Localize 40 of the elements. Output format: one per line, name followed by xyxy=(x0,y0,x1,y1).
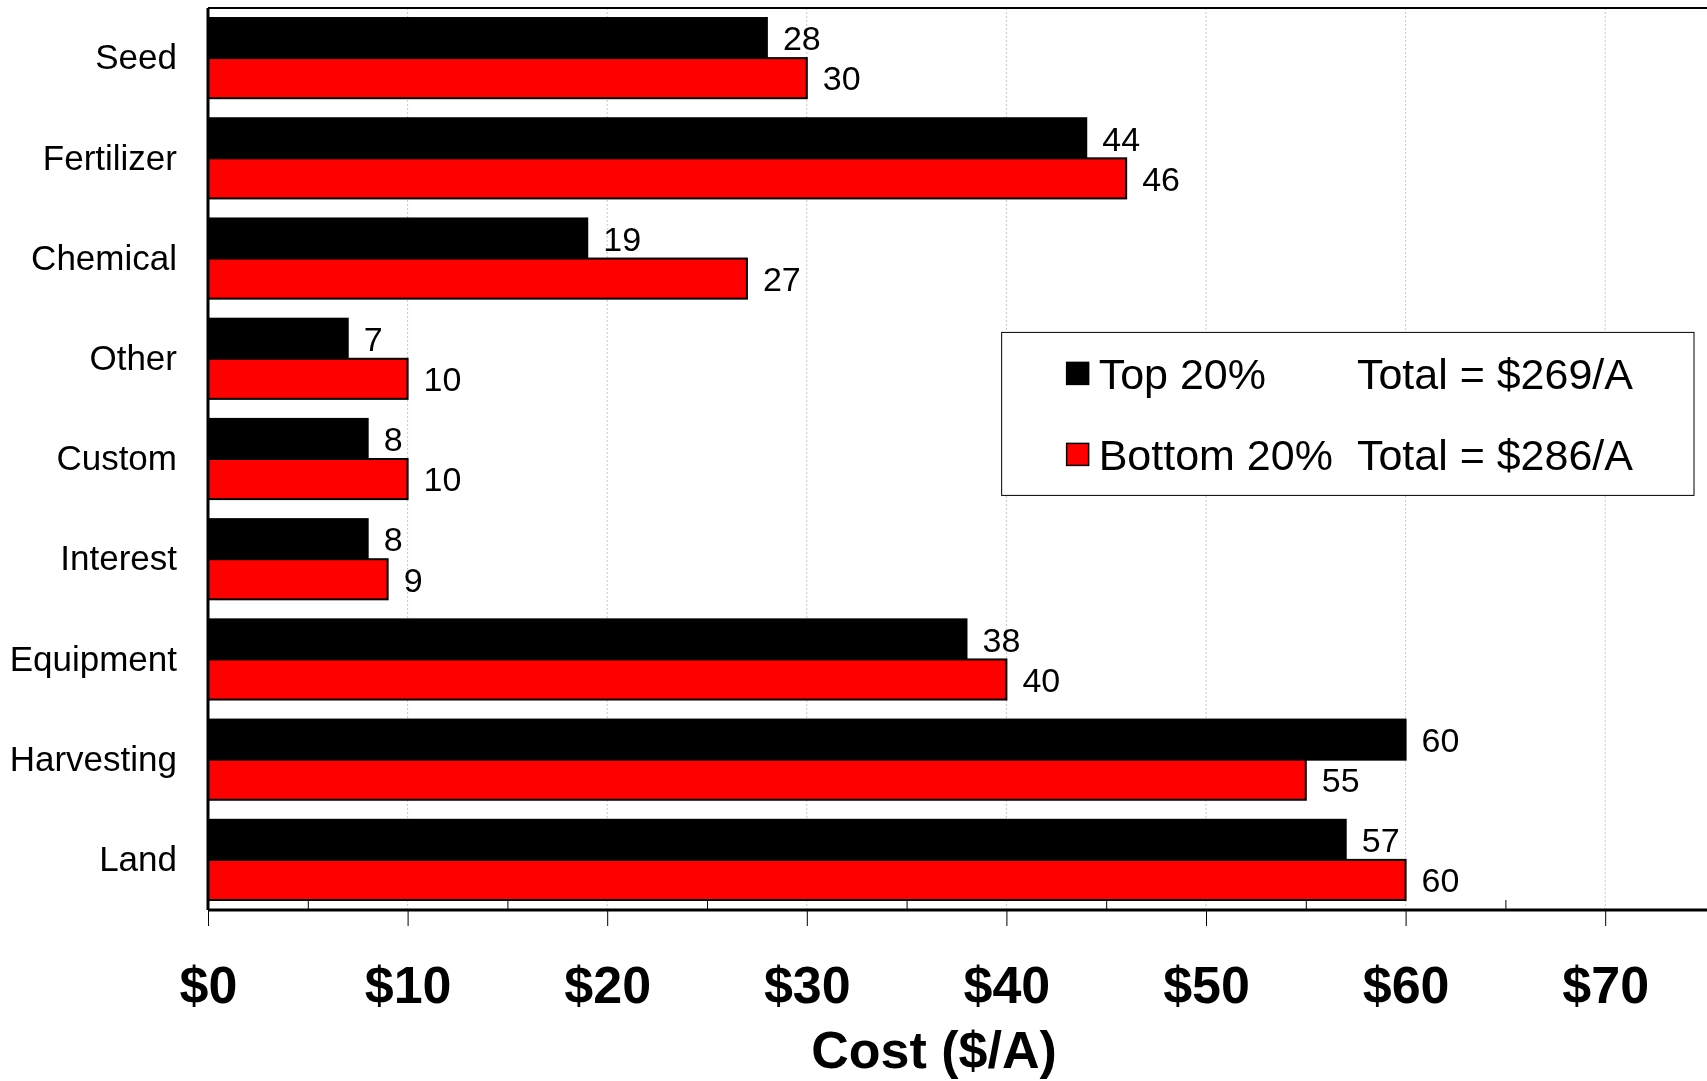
y-tick-label: Custom xyxy=(56,438,177,478)
data-label: 60 xyxy=(1421,720,1460,759)
x-tick-label: $20 xyxy=(564,956,652,1014)
data-label: 44 xyxy=(1102,119,1141,158)
x-tick-label: $70 xyxy=(1562,956,1650,1014)
annotation: Total = $286/A xyxy=(1356,430,1634,479)
y-tick-label: Harvesting xyxy=(9,738,177,778)
data-label: 9 xyxy=(403,560,423,599)
x-tick-label: $40 xyxy=(963,956,1051,1014)
data-label: 60 xyxy=(1421,861,1460,900)
y-tick-label: Other xyxy=(89,337,178,377)
data-label: 46 xyxy=(1142,159,1180,198)
data-label: 8 xyxy=(383,420,403,459)
data-label: 7 xyxy=(363,319,383,358)
y-tick-label: Interest xyxy=(60,538,178,578)
y-tick-label: Fertilizer xyxy=(42,137,178,177)
data-label: 8 xyxy=(383,520,403,559)
y-tick-label: Land xyxy=(99,839,177,879)
data-label: 10 xyxy=(423,460,462,499)
data-label: 10 xyxy=(423,360,462,399)
x-tick-label: $60 xyxy=(1362,956,1450,1014)
data-label: 30 xyxy=(822,59,861,98)
x-tick-label: $50 xyxy=(1163,956,1250,1014)
data-label: 28 xyxy=(782,19,821,58)
y-tick-label: Equipment xyxy=(9,638,178,678)
data-label: 40 xyxy=(1022,660,1061,699)
x-tick-label: $30 xyxy=(763,956,851,1014)
data-label: 27 xyxy=(762,259,801,298)
data-label: 38 xyxy=(982,620,1021,659)
annotation: Total = $269/A xyxy=(1356,349,1634,398)
data-label: 55 xyxy=(1321,760,1360,799)
data-label: 57 xyxy=(1361,821,1400,860)
x-tick-label: $10 xyxy=(364,956,452,1014)
x-tick-label: $0 xyxy=(179,956,238,1014)
y-tick-label: Seed xyxy=(95,37,177,77)
x-axis-title: Cost ($/A) xyxy=(811,1021,1057,1079)
y-tick-label: Chemical xyxy=(31,237,177,277)
data-label: 19 xyxy=(603,219,642,258)
legend-label: Bottom 20% xyxy=(1098,430,1333,479)
legend-label: Top 20% xyxy=(1098,349,1266,398)
